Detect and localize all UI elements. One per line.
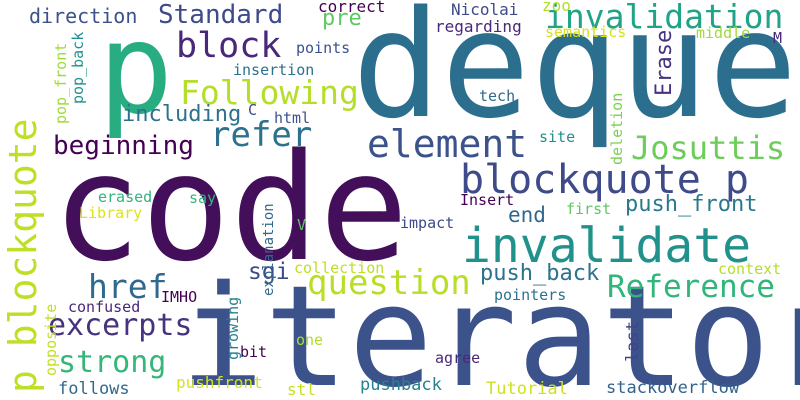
word-push-back: push_back xyxy=(480,261,600,286)
word-last: last xyxy=(623,321,643,362)
word-tutorial: Tutorial xyxy=(486,379,568,399)
word-growing: growing xyxy=(224,296,242,360)
word-pop-front: pop_front xyxy=(52,42,70,124)
word-including: including xyxy=(122,102,242,127)
word-push-front: push_front xyxy=(625,192,758,217)
word-p-blockquote: p blockquote xyxy=(1,118,45,393)
word-correct: correct xyxy=(318,0,386,16)
word-regarding: regarding xyxy=(435,17,522,36)
word-follows: follows xyxy=(58,379,130,399)
word-refer: refer xyxy=(210,115,313,155)
word-impact: impact xyxy=(400,214,455,232)
word-site: site xyxy=(539,128,576,146)
word-v: V xyxy=(297,216,307,234)
word-c: C xyxy=(248,101,258,119)
word-element: element xyxy=(367,122,528,166)
word-stl: stl xyxy=(287,380,316,399)
word-middle: middle xyxy=(696,24,751,42)
word-nicolai: Nicolai xyxy=(451,0,519,19)
word-iterator: iterator xyxy=(180,256,800,400)
word-href: href xyxy=(88,267,168,306)
word-direction: direction xyxy=(29,4,138,28)
word-first: first xyxy=(566,200,612,218)
word-imho: IMHO xyxy=(161,288,198,306)
word-agree: agree xyxy=(435,349,481,367)
word-insert: Insert xyxy=(460,191,515,209)
word-pointers: pointers xyxy=(494,286,567,304)
word-tech: tech xyxy=(479,87,516,105)
word-blockquote-p: blockquote p xyxy=(460,157,749,203)
word-bit: bit xyxy=(240,343,268,361)
word-pre: pre xyxy=(322,6,362,31)
word-question: question xyxy=(307,263,471,303)
word-erased: erased xyxy=(98,188,153,206)
word-semantics: semantics xyxy=(545,23,627,41)
word-points: points xyxy=(296,39,351,57)
word-zoo: zoo xyxy=(542,0,571,15)
word-sgi: sgi xyxy=(248,259,290,285)
word-deque: deque xyxy=(352,0,798,151)
word-excerpts: excerpts xyxy=(48,308,193,343)
word-collection: collection xyxy=(294,259,385,277)
word-m: M xyxy=(773,29,783,47)
word-pushfront: pushfront xyxy=(176,373,263,392)
word-beginning: beginning xyxy=(53,131,194,161)
word-erase: Erase xyxy=(652,29,677,96)
word-pop-back: pop_back xyxy=(69,31,87,104)
word-deletion: deletion xyxy=(608,92,626,165)
word-explanation: explanation xyxy=(261,203,277,296)
word-josuttis: Josuttis xyxy=(631,129,786,167)
word-p: p xyxy=(98,0,174,142)
word-say: say xyxy=(189,189,217,207)
word-strong: strong xyxy=(58,345,167,380)
word-invalidation: invalidation xyxy=(545,0,784,36)
word-insertion: insertion xyxy=(233,61,315,79)
word-standard: Standard xyxy=(158,0,284,30)
word-html: html xyxy=(274,109,311,127)
word-code: code xyxy=(52,122,409,294)
word-block: block xyxy=(176,26,282,66)
word-stackoverflow: stackoverflow xyxy=(606,378,740,398)
word-following: Following xyxy=(180,73,359,112)
word-pushback: pushback xyxy=(360,375,442,395)
word-one: one xyxy=(296,331,324,349)
word-library: Library xyxy=(79,204,143,222)
word-context: context xyxy=(718,260,782,278)
word-confused: confused xyxy=(68,298,141,316)
word-invalidate: invalidate xyxy=(462,218,751,274)
word-reference: Reference xyxy=(607,269,775,305)
word-opposite: opposite xyxy=(42,303,60,376)
word-end: end xyxy=(508,203,546,227)
